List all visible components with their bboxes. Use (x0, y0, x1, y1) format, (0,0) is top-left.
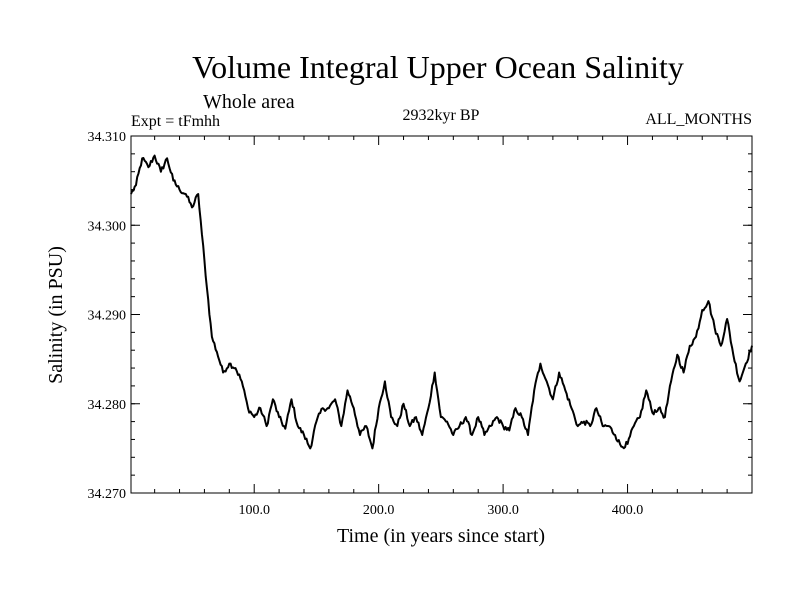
x-tick-label: 400.0 (612, 503, 644, 518)
y-tick-label: 34.280 (88, 398, 127, 413)
y-tick-label: 34.270 (88, 487, 127, 502)
chart-subtitle: Whole area (203, 91, 295, 113)
x-tick-label: 300.0 (487, 503, 519, 518)
y-axis-label: Salinity (in PSU) (45, 246, 67, 384)
chart-title: Volume Integral Upper Ocean Salinity (192, 49, 684, 85)
salinity-series-line (130, 154, 753, 450)
months-label: ALL_MONTHS (645, 111, 752, 128)
tick-labels: 34.270 34.280 34.290 34.300 34.310 100.0 200.0… (88, 130, 644, 518)
y-tick-label: 34.310 (88, 130, 127, 145)
axis-ticks (131, 135, 752, 494)
x-tick-label: 200.0 (363, 503, 395, 518)
plot-frame (130, 135, 753, 494)
y-tick-label: 34.290 (88, 309, 127, 324)
x-axis-label: Time (in years since start) (337, 525, 545, 547)
experiment-label: Expt = tFmhh (131, 113, 220, 130)
period-label: 2932kyr BP (403, 107, 480, 124)
y-tick-label: 34.300 (88, 219, 127, 234)
x-tick-label: 100.0 (238, 503, 270, 518)
